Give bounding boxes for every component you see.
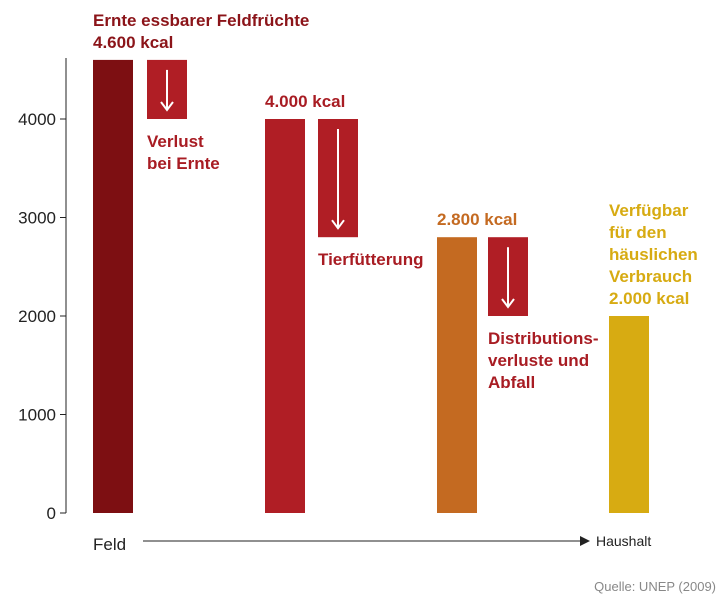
source-note: Quelle: UNEP (2009) bbox=[594, 579, 716, 594]
bar-1 bbox=[93, 59, 133, 514]
loss-label: Distributions- bbox=[488, 329, 599, 348]
y-axis: 0 1000 2000 3000 4000 bbox=[18, 58, 67, 523]
down-arrow-head-icon bbox=[160, 101, 174, 112]
bar-3 bbox=[437, 237, 477, 513]
y-tick-label: 1000 bbox=[18, 406, 56, 425]
bar-label: für den bbox=[609, 223, 667, 242]
loss-label: Verlust bbox=[147, 132, 204, 151]
bar-label: 4.600 kcal bbox=[93, 33, 173, 52]
loss-label: bei Ernte bbox=[147, 154, 220, 173]
loss-label: verluste und bbox=[488, 351, 589, 370]
y-tick-label: 3000 bbox=[18, 209, 56, 228]
loss-label: Tierfütterung bbox=[318, 250, 423, 269]
bar-label: 2.000 kcal bbox=[609, 289, 689, 308]
bars bbox=[93, 59, 649, 514]
bar-label: 2.800 kcal bbox=[437, 210, 517, 229]
down-arrow-head-icon bbox=[331, 219, 345, 230]
y-tick-label: 4000 bbox=[18, 110, 56, 129]
bar-label: Ernte essbarer Feldfrüchte bbox=[93, 11, 309, 30]
x-axis-arrowhead bbox=[580, 536, 590, 546]
loss-arrows: Verlust bei Ernte Tierfütterung Distributio… bbox=[147, 59, 599, 392]
y-tick-label: 0 bbox=[47, 504, 56, 523]
x-axis-start-label: Feld bbox=[93, 535, 126, 554]
y-tick-label: 2000 bbox=[18, 307, 56, 326]
bar-labels: Ernte essbarer Feldfrüchte 4.600 kcal 4.00… bbox=[93, 11, 698, 308]
bar-2 bbox=[265, 119, 305, 513]
bar-label: 4.000 kcal bbox=[265, 92, 345, 111]
x-axis-end-label: Haushalt bbox=[596, 533, 651, 549]
x-axis: Feld Haushalt bbox=[93, 533, 651, 554]
loss-label: Abfall bbox=[488, 373, 535, 392]
bar-4 bbox=[609, 316, 649, 513]
bar-label: Verbrauch bbox=[609, 267, 692, 286]
down-arrow-head-icon bbox=[501, 298, 515, 309]
bar-label: häuslichen bbox=[609, 245, 698, 264]
bar-label: Verfügbar bbox=[609, 201, 689, 220]
